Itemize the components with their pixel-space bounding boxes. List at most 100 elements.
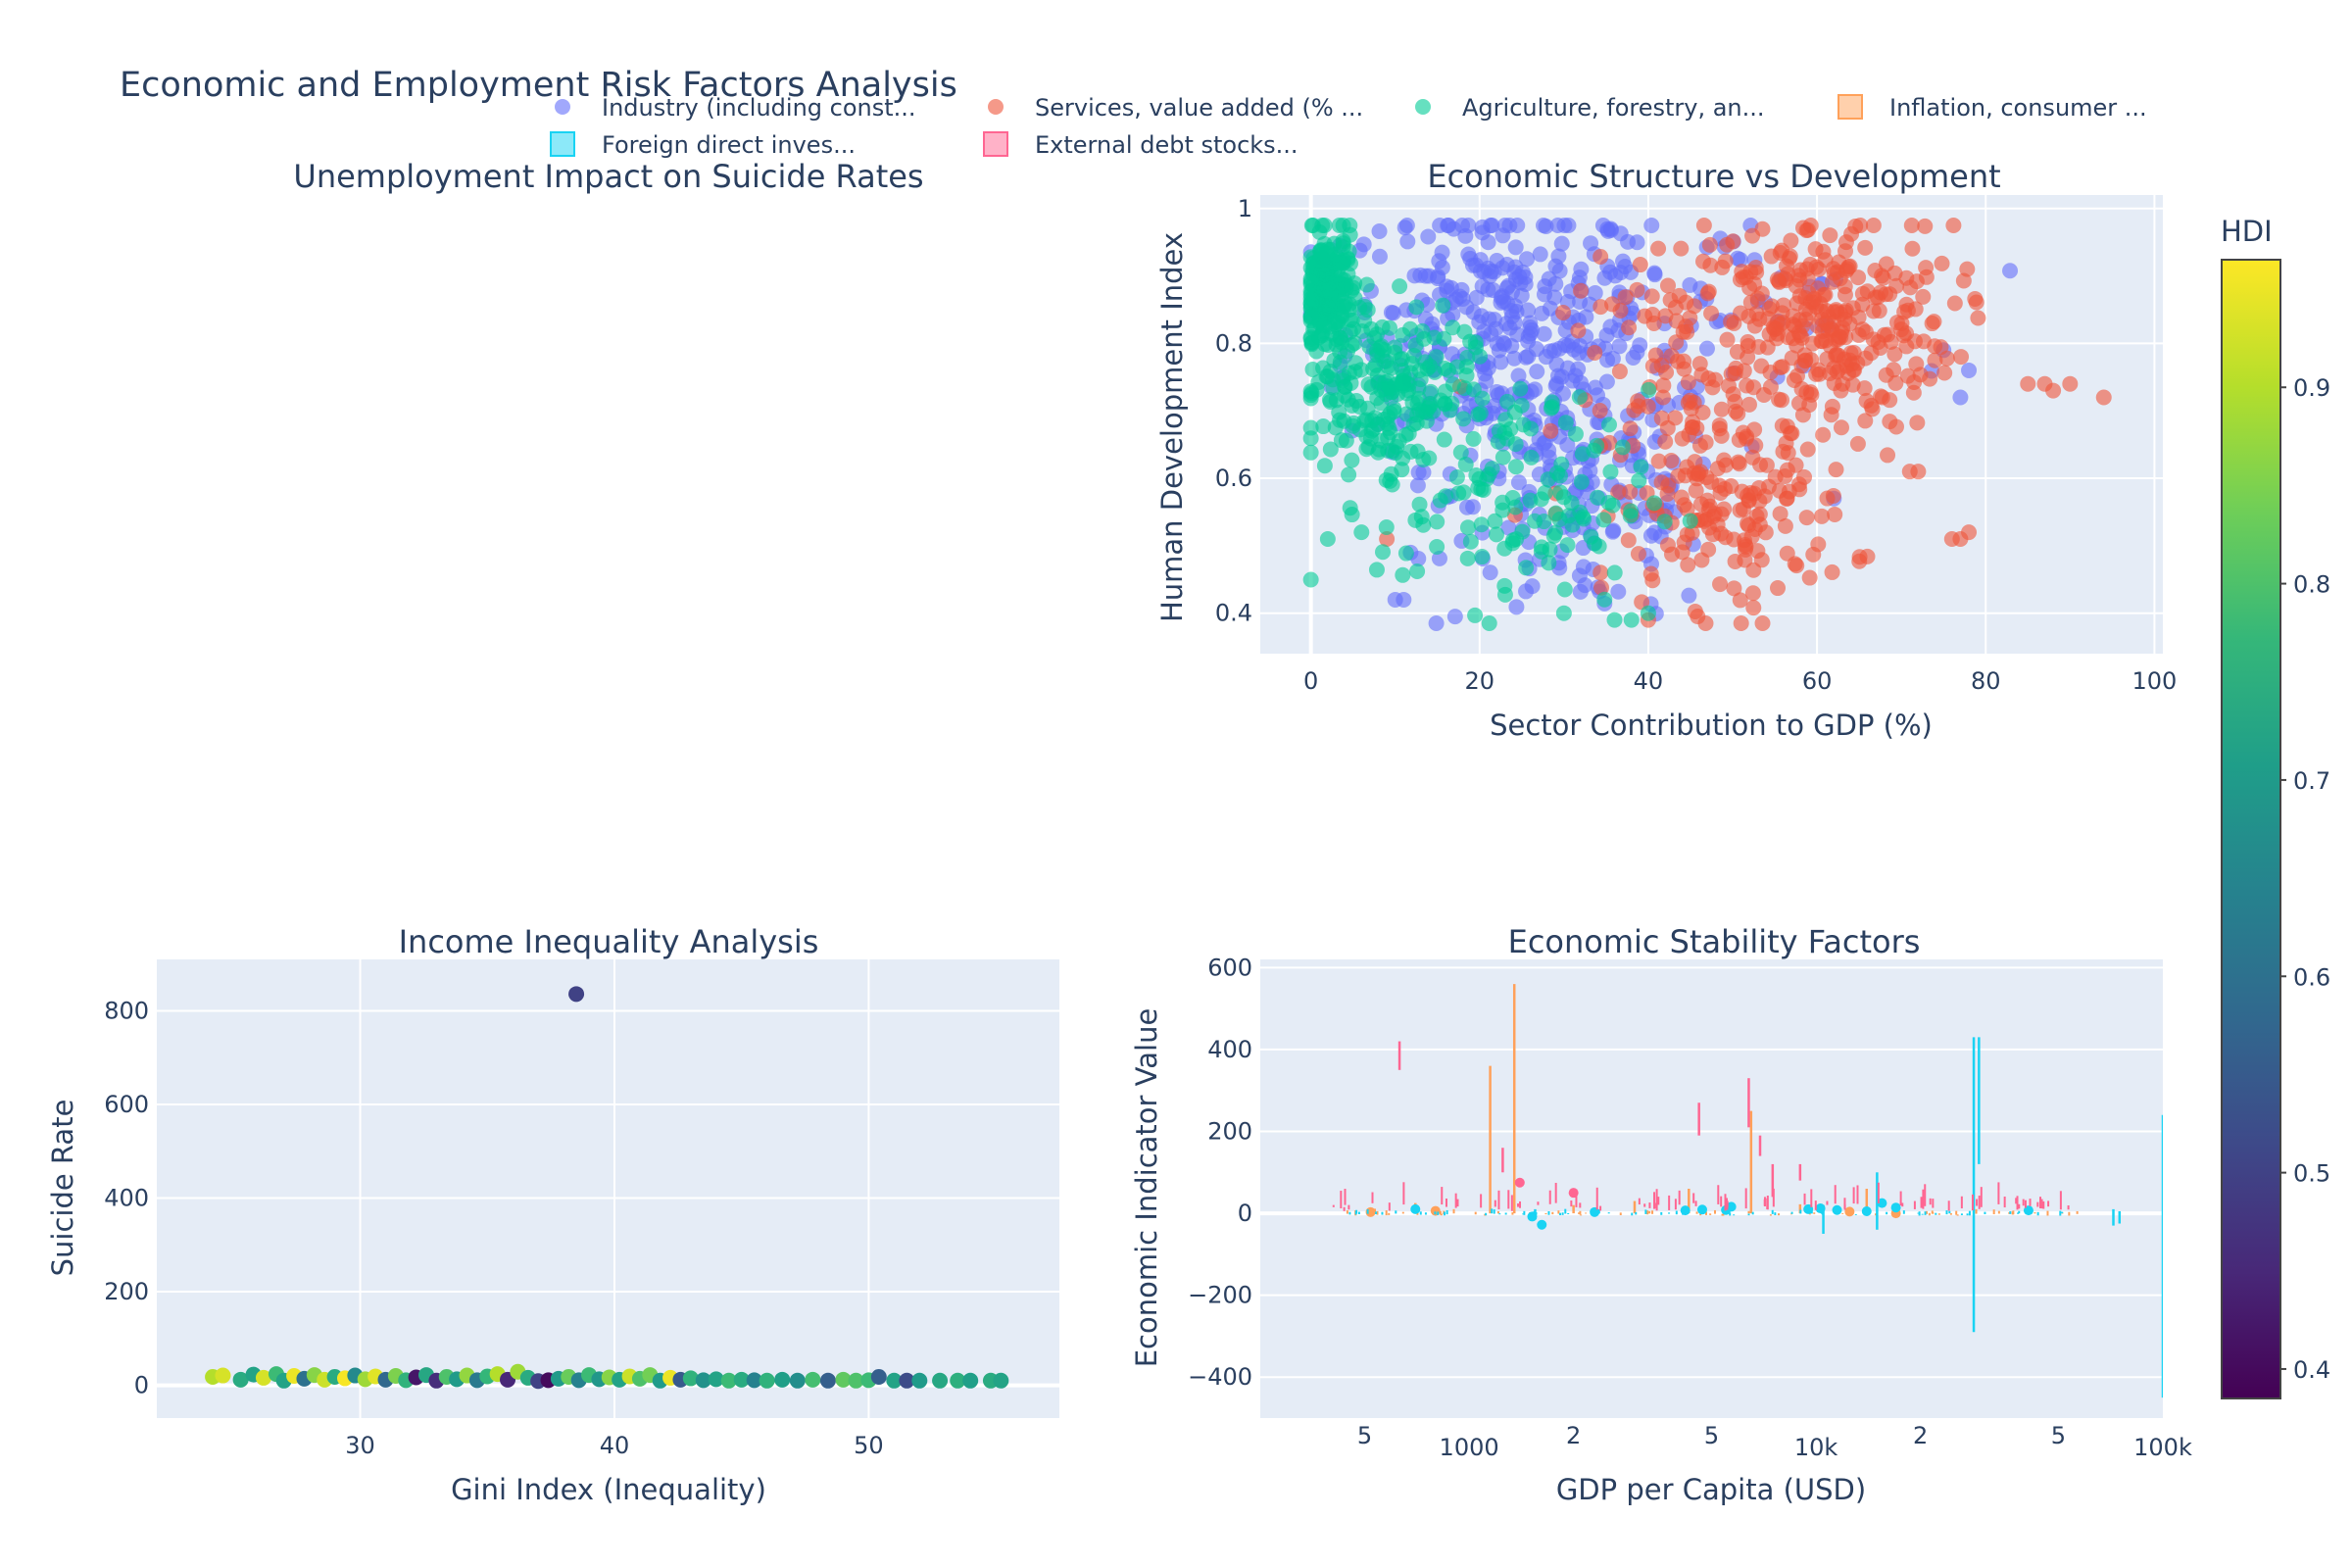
- data-point[interactable]: [1777, 517, 1793, 534]
- data-point[interactable]: [1680, 557, 1696, 573]
- data-point[interactable]: [1693, 552, 1710, 568]
- data-point[interactable]: [1726, 580, 1742, 597]
- data-point[interactable]: [1700, 283, 1717, 300]
- data-point[interactable]: [1799, 441, 1816, 458]
- data-point[interactable]: [1676, 353, 1692, 369]
- data-point[interactable]: [1344, 336, 1360, 353]
- data-point[interactable]: [1523, 449, 1540, 466]
- data-point[interactable]: [1788, 295, 1805, 312]
- data-point[interactable]: [1723, 314, 1740, 330]
- data-point[interactable]: [1644, 358, 1661, 374]
- data-point[interactable]: [1731, 456, 1747, 472]
- data-point[interactable]: [1621, 319, 1638, 336]
- data-point[interactable]: [1455, 484, 1472, 501]
- data-point[interactable]: [1886, 362, 1902, 378]
- data-point[interactable]: [1360, 376, 1377, 393]
- data-point[interactable]: [1815, 243, 1832, 260]
- data-point[interactable]: [1650, 453, 1667, 469]
- data-point[interactable]: [1429, 514, 1446, 530]
- data-point[interactable]: [1861, 1205, 1872, 1216]
- legend-item[interactable]: Inflation, consumer ...: [1838, 94, 2147, 122]
- data-point[interactable]: [1898, 338, 1915, 355]
- data-point[interactable]: [1594, 217, 1611, 233]
- data-point[interactable]: [1779, 545, 1795, 562]
- data-point[interactable]: [1750, 338, 1767, 355]
- data-point[interactable]: [1468, 466, 1485, 483]
- data-point[interactable]: [1535, 217, 1551, 233]
- data-point[interactable]: [1682, 513, 1698, 529]
- data-point[interactable]: [1396, 591, 1412, 608]
- data-point[interactable]: [1610, 484, 1627, 501]
- data-point[interactable]: [1570, 322, 1587, 339]
- data-point[interactable]: [1720, 377, 1737, 394]
- data-point[interactable]: [1739, 377, 1755, 394]
- legend-item[interactable]: Services, value added (% ...: [988, 94, 1363, 122]
- data-point[interactable]: [1844, 1206, 1855, 1217]
- data-point[interactable]: [1447, 291, 1464, 308]
- data-point[interactable]: [1503, 303, 1520, 319]
- data-point[interactable]: [1436, 330, 1452, 347]
- data-point[interactable]: [720, 1372, 737, 1389]
- data-point[interactable]: [1934, 255, 1950, 271]
- data-point[interactable]: [1523, 420, 1540, 437]
- data-point[interactable]: [1961, 524, 1978, 541]
- data-point[interactable]: [1392, 278, 1408, 295]
- data-point[interactable]: [1968, 294, 1984, 311]
- data-point[interactable]: [1358, 276, 1375, 293]
- data-point[interactable]: [1828, 462, 1844, 478]
- data-point[interactable]: [1507, 239, 1524, 256]
- data-point[interactable]: [1761, 300, 1778, 317]
- data-point[interactable]: [1448, 468, 1465, 485]
- data-point[interactable]: [1629, 281, 1645, 298]
- data-point[interactable]: [1645, 315, 1662, 331]
- data-point[interactable]: [789, 1372, 806, 1389]
- data-point[interactable]: [1303, 385, 1320, 402]
- data-point[interactable]: [1572, 583, 1589, 600]
- data-point[interactable]: [568, 986, 585, 1003]
- data-point[interactable]: [1595, 512, 1612, 528]
- data-point[interactable]: [1660, 277, 1677, 294]
- data-point[interactable]: [1566, 341, 1583, 358]
- data-point[interactable]: [1563, 495, 1580, 512]
- data-point[interactable]: [1713, 401, 1730, 417]
- data-point[interactable]: [1926, 314, 1942, 330]
- data-point[interactable]: [1316, 458, 1333, 474]
- data-point[interactable]: [1602, 318, 1619, 335]
- data-point[interactable]: [1622, 483, 1639, 500]
- data-point[interactable]: [1321, 297, 1338, 314]
- data-point[interactable]: [1748, 508, 1765, 524]
- data-point[interactable]: [1500, 519, 1517, 536]
- data-point[interactable]: [950, 1372, 966, 1389]
- data-point[interactable]: [1643, 217, 1660, 233]
- data-point[interactable]: [1592, 402, 1608, 418]
- data-point[interactable]: [1703, 473, 1720, 490]
- data-point[interactable]: [1770, 580, 1787, 597]
- data-point[interactable]: [1757, 524, 1774, 541]
- data-point[interactable]: [1396, 368, 1412, 384]
- data-point[interactable]: [1754, 615, 1771, 632]
- data-point[interactable]: [1592, 564, 1609, 581]
- data-point[interactable]: [1653, 410, 1670, 426]
- data-point[interactable]: [1378, 471, 1395, 488]
- data-point[interactable]: [1695, 217, 1712, 233]
- data-point[interactable]: [1544, 399, 1560, 416]
- data-point[interactable]: [1455, 411, 1472, 427]
- data-point[interactable]: [1459, 519, 1476, 536]
- data-point[interactable]: [1746, 421, 1763, 438]
- data-point[interactable]: [1480, 360, 1496, 376]
- data-point[interactable]: [1529, 364, 1545, 380]
- data-point[interactable]: [1680, 374, 1696, 391]
- data-point[interactable]: [1468, 289, 1485, 306]
- data-point[interactable]: [1531, 431, 1547, 448]
- data-point[interactable]: [1481, 311, 1497, 327]
- data-point[interactable]: [1684, 524, 1700, 541]
- data-point[interactable]: [1315, 360, 1332, 376]
- data-point[interactable]: [1398, 385, 1415, 402]
- data-point[interactable]: [1494, 494, 1511, 511]
- data-point[interactable]: [1408, 415, 1425, 431]
- data-point[interactable]: [1536, 286, 1552, 303]
- data-point[interactable]: [1417, 354, 1434, 370]
- data-point[interactable]: [1573, 374, 1590, 391]
- data-point[interactable]: [1337, 378, 1353, 395]
- data-point[interactable]: [1445, 319, 1461, 336]
